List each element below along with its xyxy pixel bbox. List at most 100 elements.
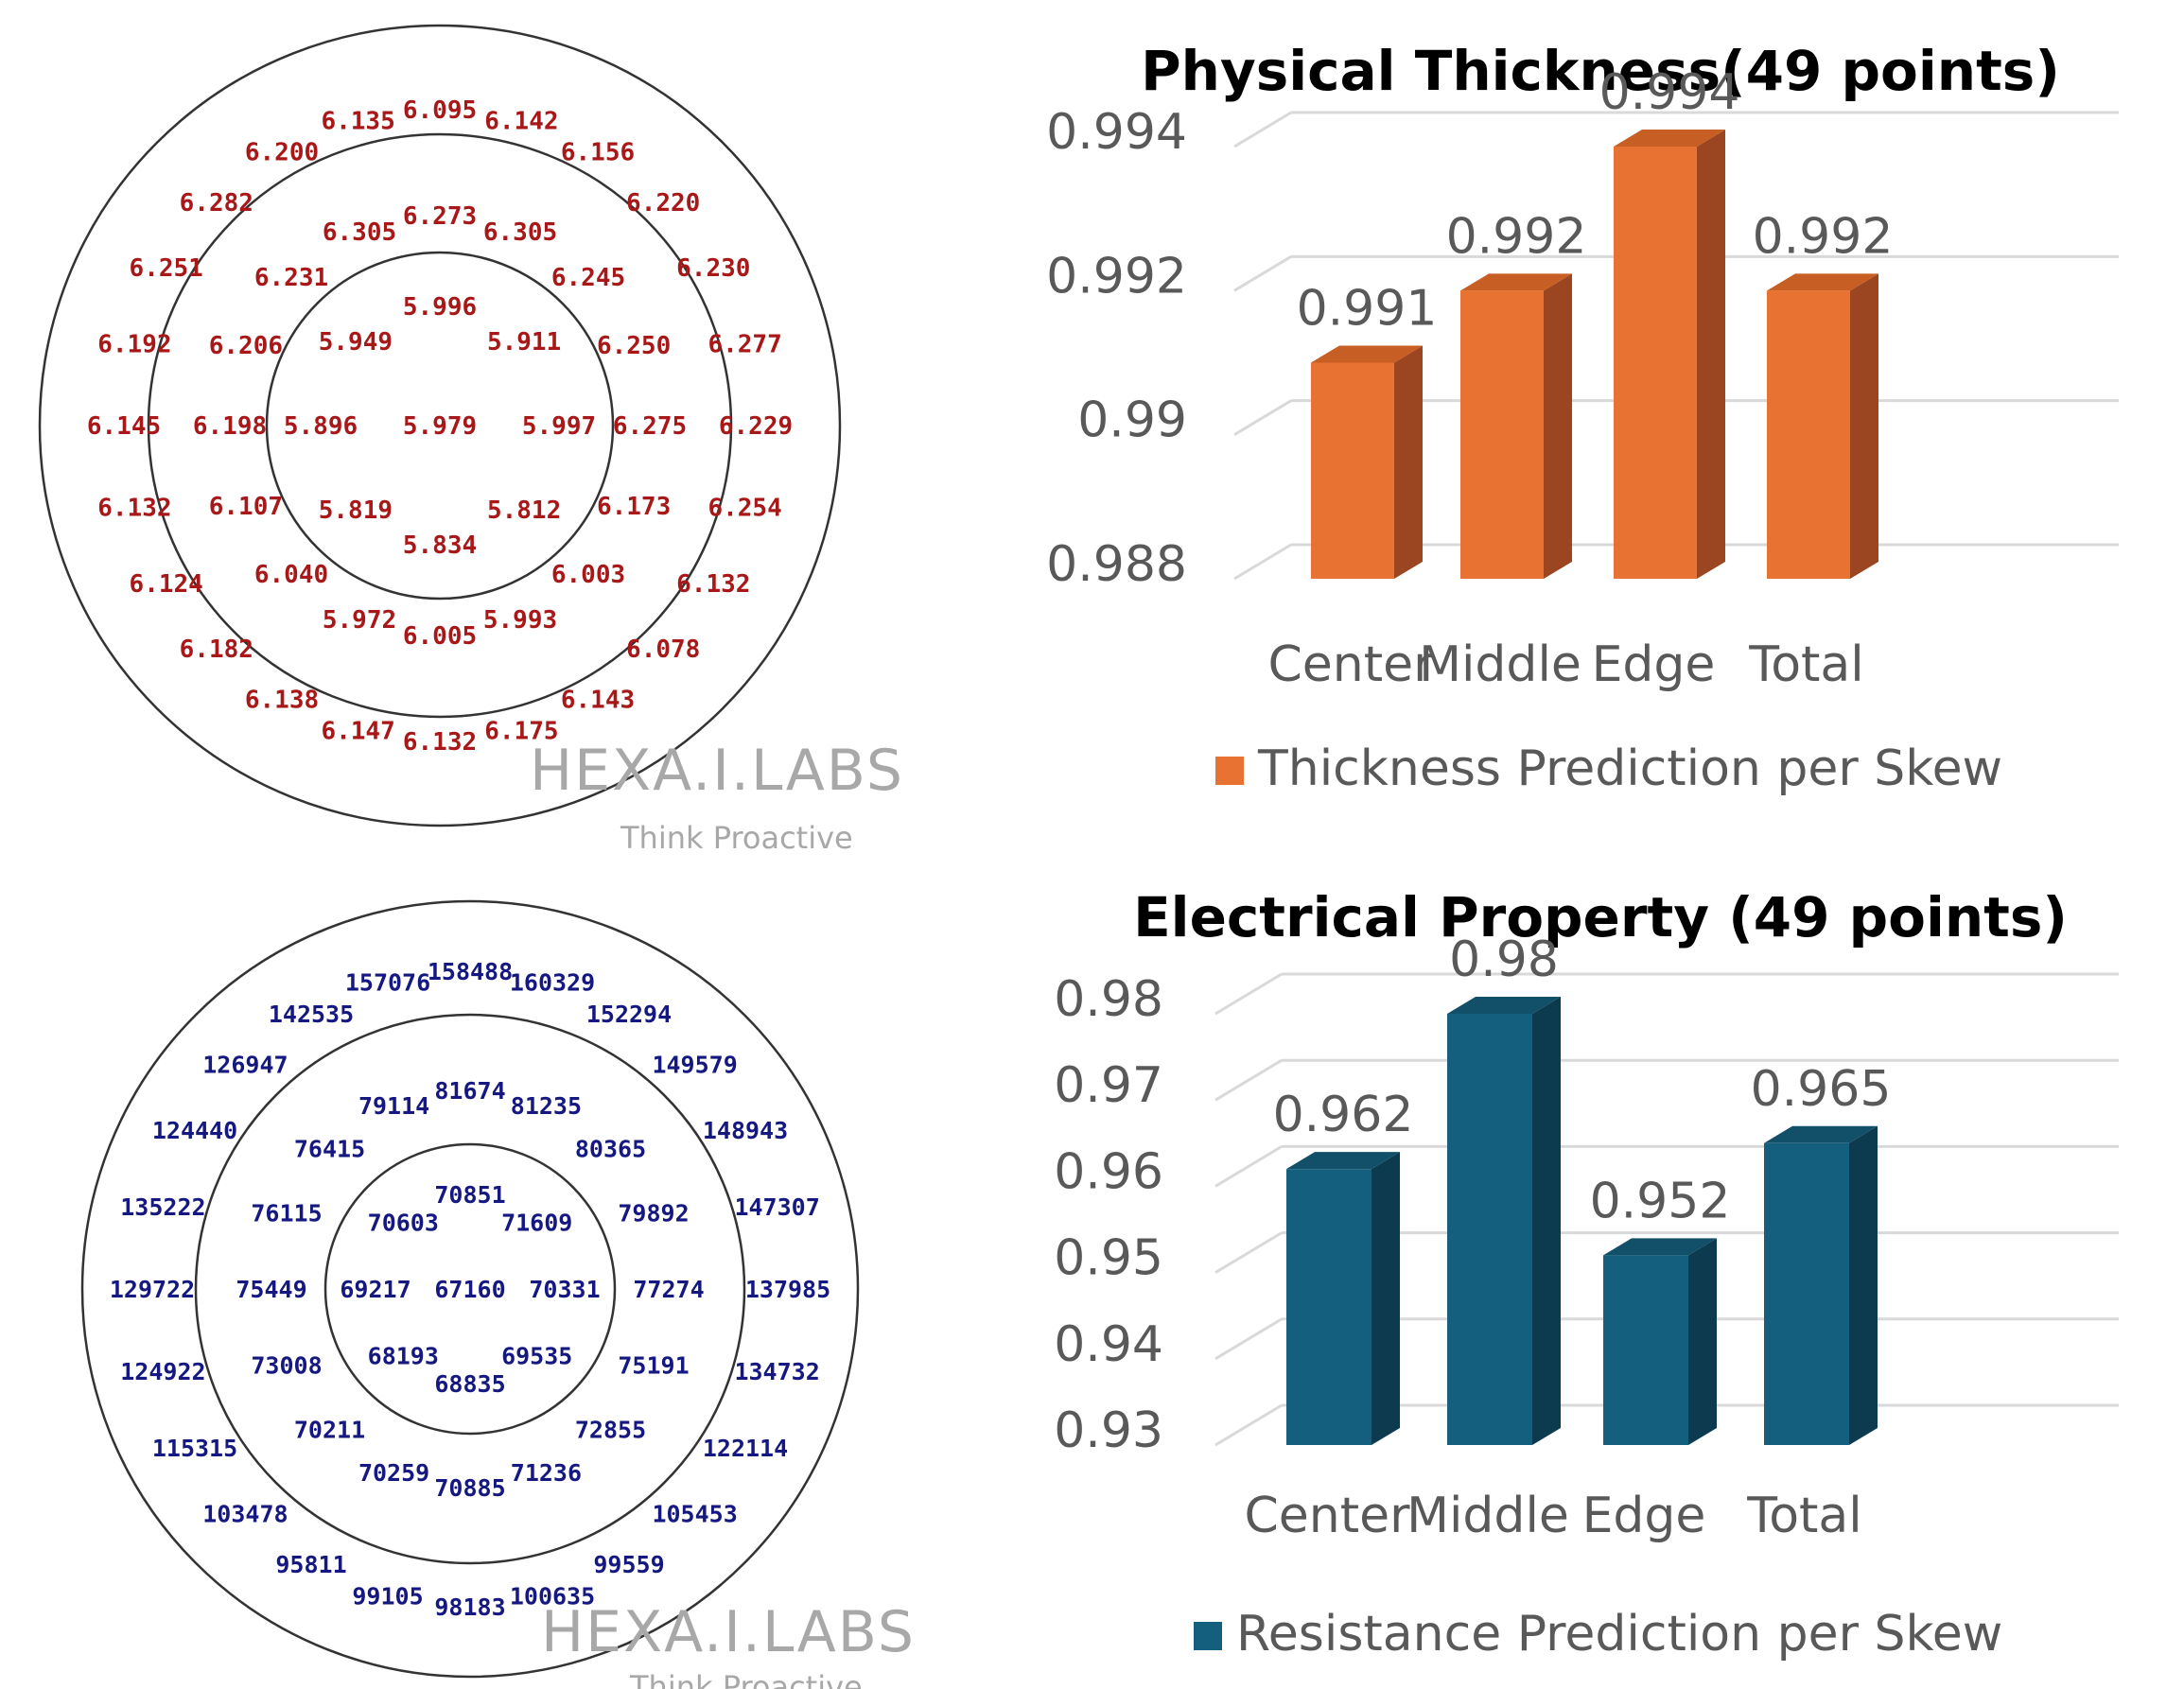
bar-side — [1532, 997, 1561, 1445]
wafer-value: 6.273 — [403, 202, 477, 231]
wafer-value: 6.245 — [551, 264, 625, 292]
wafer-rings — [80, 899, 860, 1679]
wafer-value: 6.254 — [708, 494, 781, 522]
wafer-value: 6.147 — [321, 718, 394, 746]
bar-side — [1544, 273, 1572, 579]
wafer-value: 115315 — [152, 1435, 237, 1462]
y-axis-ticks: 0.988 0.99 0.992 0.994 — [1046, 104, 1187, 593]
wafer-value: 79114 — [358, 1092, 429, 1120]
wafer-value: 134732 — [734, 1358, 819, 1385]
bar-side — [1688, 1238, 1717, 1445]
wafer-value: 147307 — [734, 1193, 819, 1221]
wafer-value: 148943 — [703, 1117, 788, 1144]
bar-top — [1311, 345, 1423, 363]
wafer-value: 6.230 — [676, 254, 750, 283]
gridline-depth — [1214, 1145, 1283, 1188]
wafer-value: 157076 — [345, 968, 430, 996]
wafer-value: 69217 — [340, 1276, 411, 1303]
wafer-value: 5.819 — [319, 496, 393, 525]
data-label: 0.962 — [1273, 1087, 1414, 1143]
wafer-value: 5.972 — [323, 606, 396, 635]
wafer-value: 71609 — [501, 1209, 572, 1236]
bar-total: 0.992 — [1753, 208, 1893, 579]
wafer-value: 73008 — [251, 1351, 322, 1379]
wafer-value: 5.834 — [403, 531, 477, 560]
wafer-value: 72855 — [575, 1417, 646, 1444]
wafer-value: 126947 — [202, 1051, 288, 1078]
wafer-value: 70259 — [358, 1459, 429, 1487]
bar-front — [1603, 1255, 1688, 1445]
bar-edge: 0.994 — [1599, 64, 1740, 579]
wafer-value: 149579 — [652, 1051, 737, 1078]
y-tick-label: 0.96 — [1054, 1143, 1163, 1200]
wafer-ring-middle — [194, 1013, 746, 1565]
wafer-value: 6.251 — [130, 254, 203, 283]
wafer-value: 6.132 — [97, 494, 171, 522]
chart-grid — [1214, 972, 2119, 1447]
x-tick-label: Middle — [1406, 1488, 1569, 1544]
wafer-ring-middle — [147, 132, 733, 719]
bar-side — [1372, 1152, 1400, 1445]
wafer-value: 6.138 — [245, 686, 319, 714]
wafer-value: 122114 — [703, 1435, 788, 1462]
bar-side — [1849, 1125, 1878, 1445]
wafer-value: 6.282 — [180, 189, 253, 218]
wafer-value: 6.173 — [597, 493, 671, 521]
wafer-value: 76115 — [251, 1200, 322, 1228]
legend-label: Resistance Prediction per Skew — [1236, 1606, 2002, 1663]
wafer-value: 6.143 — [561, 686, 635, 714]
wafer-value: 71236 — [511, 1459, 582, 1487]
x-tick-label: Edge — [1592, 636, 1716, 693]
wafer-value: 129722 — [110, 1276, 195, 1303]
watermark-tagline: Think Proactive — [629, 1669, 863, 1689]
wafer-value: 99105 — [352, 1583, 423, 1611]
wafer-value: 6.250 — [597, 332, 671, 360]
wafer-value: 70211 — [294, 1417, 365, 1444]
gridline-depth — [1233, 399, 1292, 436]
wafer-value: 135222 — [120, 1193, 205, 1221]
bar-center: 0.962 — [1273, 1087, 1414, 1445]
bar-front — [1460, 290, 1544, 579]
gridline-depth — [1214, 1317, 1283, 1361]
wafer-value: 6.206 — [209, 332, 283, 360]
gridline-depth — [1214, 1403, 1283, 1447]
gridline-depth — [1214, 972, 1283, 1016]
wafer-value: 77274 — [633, 1276, 704, 1303]
thickness-wafer-map: 5.979 5.996 5.911 5.997 5.812 5.834 5.819 5.896… — [38, 24, 902, 856]
legend-label: Thickness Prediction per Skew — [1257, 740, 2002, 797]
y-tick-label: 0.99 — [1077, 392, 1187, 449]
bar-middle: 0.98 — [1447, 932, 1561, 1445]
bar-total: 0.965 — [1751, 1061, 1891, 1445]
wafer-value: 95811 — [275, 1551, 346, 1578]
bar-front — [1286, 1169, 1372, 1445]
wafer-value-center: 67160 — [434, 1276, 505, 1303]
wafer-value: 68835 — [434, 1370, 505, 1398]
wafer-value: 6.198 — [193, 412, 267, 441]
bar-top — [1286, 1152, 1400, 1170]
bar-front — [1767, 290, 1850, 579]
wafer-value: 137985 — [745, 1276, 830, 1303]
wafer-value: 69535 — [501, 1343, 572, 1370]
wafer-value: 160329 — [510, 968, 595, 996]
bar-top — [1767, 273, 1878, 291]
wafer-value: 5.896 — [284, 412, 358, 441]
data-label: 0.994 — [1599, 64, 1740, 121]
gridline-depth — [1233, 255, 1292, 292]
wafer-value: 81235 — [511, 1092, 582, 1120]
bar-center: 0.991 — [1297, 281, 1437, 579]
wafer-value: 70851 — [434, 1181, 505, 1209]
wafer-value: 75449 — [236, 1276, 306, 1303]
wafer-value: 6.107 — [209, 493, 283, 521]
wafer-value: 6.277 — [708, 331, 781, 359]
wafer-value: 79892 — [618, 1200, 689, 1228]
x-tick-label: Total — [1748, 636, 1863, 693]
wafer-value: 142535 — [269, 1001, 354, 1028]
wafer-value: 5.812 — [487, 496, 561, 525]
wafer-value: 70603 — [368, 1209, 439, 1236]
chart-legend: Thickness Prediction per Skew — [1215, 740, 2002, 797]
gridline-depth — [1233, 111, 1292, 148]
wafer-value: 6.078 — [626, 636, 700, 664]
wafer-value: 105453 — [652, 1501, 737, 1528]
watermark-logo: HEXA.I.LABS — [541, 1599, 916, 1665]
